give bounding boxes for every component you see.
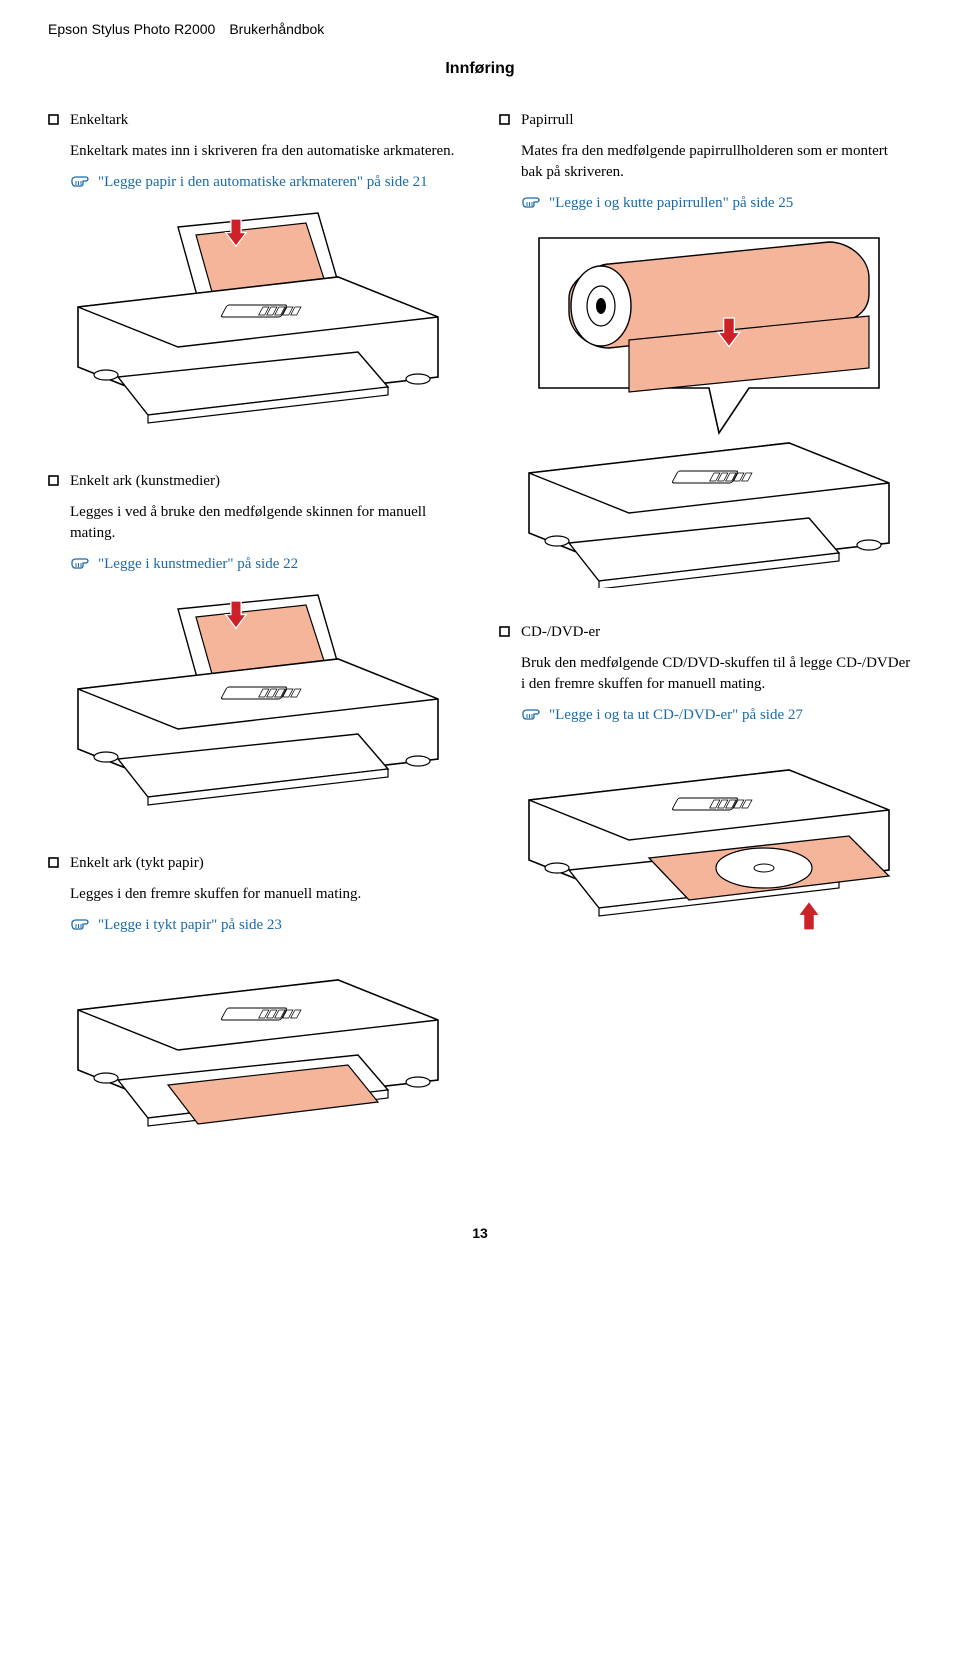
item-desc: Legges i den fremre skuffen for manuell … — [70, 884, 461, 905]
section-title: Innføring — [48, 58, 912, 80]
bullet-icon — [499, 626, 511, 638]
hand-icon — [521, 707, 541, 721]
hand-icon — [70, 556, 90, 570]
document-type: Brukerhåndbok — [229, 21, 324, 37]
link-text[interactable]: "Legge i kunstmedier" på side 22 — [98, 554, 298, 575]
illustration-printer-cd — [509, 740, 909, 950]
right-column: Papirrull Mates fra den medfølgende papi… — [499, 110, 912, 1174]
product-name: Epson Stylus Photo R2000 — [48, 21, 215, 37]
item-title: CD-/DVD-er — [521, 622, 600, 643]
hand-icon — [70, 917, 90, 931]
item-desc: Mates fra den medfølgende papirrullholde… — [521, 141, 912, 183]
item-enkeltark: Enkeltark Enkeltark mates inn i skrivere… — [48, 110, 461, 437]
item-cd-dvd: CD-/DVD-er Bruk den medfølgende CD/DVD-s… — [499, 622, 912, 950]
hand-icon — [521, 195, 541, 209]
link-text[interactable]: "Legge papir i den automatiske arkmatere… — [98, 172, 428, 193]
crossref-link[interactable]: "Legge i og ta ut CD-/DVD-er" på side 27 — [521, 705, 912, 726]
illustration-printer-kunstmedier — [58, 589, 458, 819]
item-desc: Bruk den medfølgende CD/DVD-skuffen til … — [521, 653, 912, 695]
item-title: Enkelt ark (kunstmedier) — [70, 471, 220, 492]
bullet-icon — [499, 114, 511, 126]
bullet-icon — [48, 857, 60, 869]
link-text[interactable]: "Legge i tykt papir" på side 23 — [98, 915, 282, 936]
page-number: 13 — [48, 1224, 912, 1244]
illustration-printer-top-sheet — [58, 207, 458, 437]
item-title: Enkelt ark (tykt papir) — [70, 853, 204, 874]
crossref-link[interactable]: "Legge papir i den automatiske arkmatere… — [70, 172, 461, 193]
item-kunstmedier: Enkelt ark (kunstmedier) Legges i ved å … — [48, 471, 461, 819]
link-text[interactable]: "Legge i og kutte papirrullen" på side 2… — [549, 193, 793, 214]
bullet-icon — [48, 475, 60, 487]
item-title: Enkeltark — [70, 110, 128, 131]
hand-icon — [70, 174, 90, 188]
left-column: Enkeltark Enkeltark mates inn i skrivere… — [48, 110, 461, 1174]
crossref-link[interactable]: "Legge i kunstmedier" på side 22 — [70, 554, 461, 575]
crossref-link[interactable]: "Legge i tykt papir" på side 23 — [70, 915, 461, 936]
illustration-printer-roll — [509, 228, 909, 588]
crossref-link[interactable]: "Legge i og kutte papirrullen" på side 2… — [521, 193, 912, 214]
item-desc: Enkeltark mates inn i skriveren fra den … — [70, 141, 461, 162]
page-header: Epson Stylus Photo R2000 Brukerhåndbok — [48, 20, 912, 40]
item-title: Papirrull — [521, 110, 574, 131]
item-desc: Legges i ved å bruke den medfølgende ski… — [70, 502, 461, 544]
item-tykt-papir: Enkelt ark (tykt papir) Legges i den fre… — [48, 853, 461, 1140]
item-papirrull: Papirrull Mates fra den medfølgende papi… — [499, 110, 912, 588]
link-text[interactable]: "Legge i og ta ut CD-/DVD-er" på side 27 — [549, 705, 803, 726]
bullet-icon — [48, 114, 60, 126]
illustration-printer-front-sheet — [58, 950, 458, 1140]
